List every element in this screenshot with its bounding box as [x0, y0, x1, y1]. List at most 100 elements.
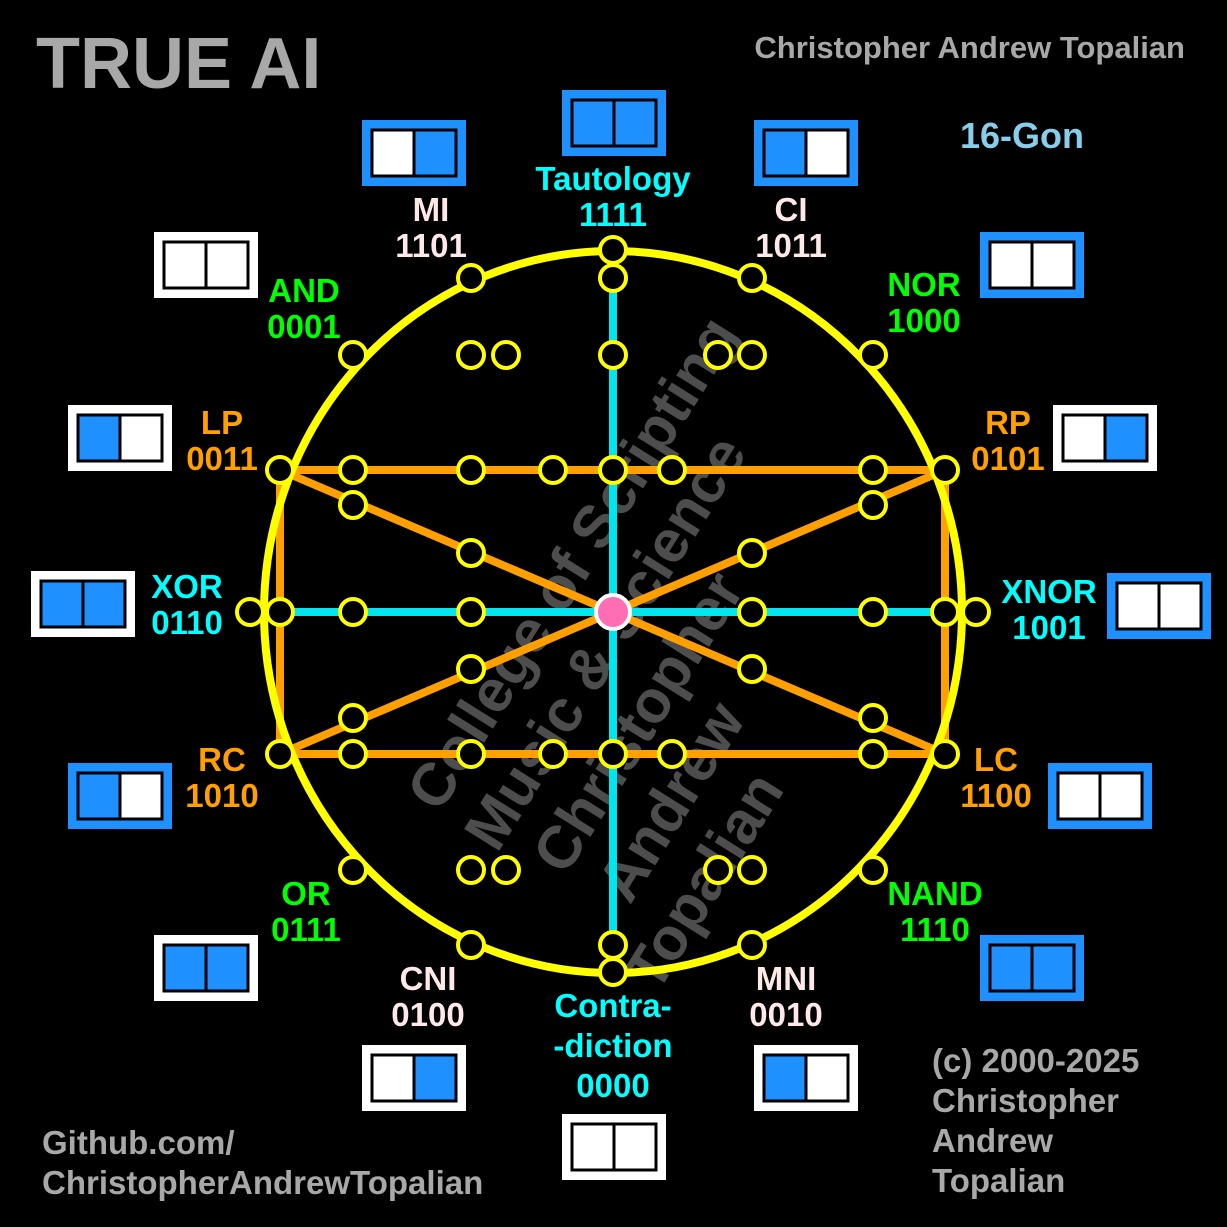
truth-box-left-cell: [570, 1122, 616, 1172]
operator-code: 1010: [185, 777, 258, 814]
operator-name: NAND: [887, 875, 982, 912]
operator-code: 1100: [960, 777, 1032, 814]
node-circle-20: [598, 340, 628, 370]
node-circle-22: [491, 340, 521, 370]
node-circle-40: [737, 654, 767, 684]
truth-box-left-cell: [370, 128, 416, 178]
operator-name: CI: [775, 191, 808, 228]
operator-code: 1011: [755, 227, 827, 264]
node-circle-50: [491, 855, 521, 885]
node-circle-6: [930, 597, 960, 627]
node-circle-49: [456, 855, 486, 885]
operator-name: NOR: [887, 266, 961, 303]
node-circle-17: [265, 455, 295, 485]
operator-code: 0001: [267, 308, 340, 345]
node-circle-2: [737, 263, 767, 293]
node-circle-31: [338, 490, 368, 520]
github-line-2: ChristopherAndrewTopalian: [42, 1164, 483, 1201]
node-circle-48: [858, 739, 888, 769]
truth-box-left-cell: [76, 413, 122, 463]
node-circle-7: [930, 739, 960, 769]
operator-code: 1111: [579, 196, 647, 233]
node-circle-8: [858, 855, 888, 885]
operator-name: CNI: [400, 960, 457, 997]
node-circle-23: [703, 340, 733, 370]
node-circle-4: [930, 455, 960, 485]
operator-name: MI: [413, 191, 450, 228]
node-circle-47: [657, 739, 687, 769]
truth-box-left-cell: [370, 1053, 416, 1103]
node-circle-33: [456, 538, 486, 568]
truth-box-left-cell: [988, 240, 1034, 290]
operator-code: 0111: [271, 911, 341, 948]
operator-code: 1101: [395, 227, 467, 264]
node-circle-34: [737, 538, 767, 568]
gon-label: 16-Gon: [960, 115, 1084, 156]
github-line-1: Github.com/: [42, 1124, 235, 1161]
truth-box-right-cell: [804, 128, 850, 178]
operator-name: Tautology: [535, 160, 691, 197]
node-circle-0: [598, 235, 628, 265]
copyright-line-2: Christopher: [932, 1082, 1119, 1119]
truth-box-left-cell: [570, 98, 616, 148]
node-circle-9: [737, 930, 767, 960]
node-circle-19: [456, 263, 486, 293]
truth-box-right-cell: [1098, 771, 1144, 821]
truth-box-right-cell: [204, 943, 250, 993]
truth-box-left-cell: [1056, 771, 1102, 821]
node-circle-44: [456, 739, 486, 769]
node-circle-15: [235, 597, 265, 627]
operator-code: 0101: [971, 440, 1044, 477]
truth-box-left-cell: [762, 128, 808, 178]
operator-code: 0100: [391, 996, 464, 1033]
operator-code: 0000: [576, 1067, 649, 1104]
node-circle-36: [456, 597, 486, 627]
node-circle-29: [657, 455, 687, 485]
node-circle-39: [456, 654, 486, 684]
truth-box-left-cell: [988, 943, 1034, 993]
truth-box-left-cell: [76, 771, 122, 821]
truth-box-right-cell: [81, 579, 127, 629]
operator-code: 0011: [186, 440, 258, 477]
operator-code: 0110: [151, 604, 223, 641]
copyright-line-4: Topalian: [932, 1162, 1065, 1199]
truth-box-right-cell: [204, 240, 250, 290]
truth-box-left-cell: [162, 240, 208, 290]
operator-name: OR: [281, 875, 331, 912]
node-circle-16: [265, 597, 295, 627]
node-circle-21: [456, 340, 486, 370]
node-circle-46: [598, 739, 628, 769]
node-circle-18: [338, 340, 368, 370]
node-circle-30: [858, 455, 888, 485]
node-circle-5: [961, 597, 991, 627]
node-circle-25: [338, 455, 368, 485]
page-title: TRUE AI: [36, 24, 321, 104]
node-circle-42: [858, 703, 888, 733]
node-circle-32: [858, 490, 888, 520]
operator-name: XOR: [151, 568, 223, 605]
operator-name: LC: [974, 741, 1018, 778]
operator-name: LP: [201, 404, 243, 441]
truth-box-right-cell: [1157, 581, 1203, 631]
node-circle-11: [598, 930, 628, 960]
operator-name: MNI: [756, 960, 817, 997]
node-circle-43: [338, 739, 368, 769]
truth-box-right-cell: [1103, 413, 1149, 463]
operator-code: 0010: [749, 996, 822, 1033]
operator-code: 1001: [1012, 609, 1085, 646]
truth-box-left-cell: [1115, 581, 1161, 631]
node-circle-27: [538, 455, 568, 485]
node-circle-41: [338, 703, 368, 733]
truth-box-right-cell: [804, 1053, 850, 1103]
